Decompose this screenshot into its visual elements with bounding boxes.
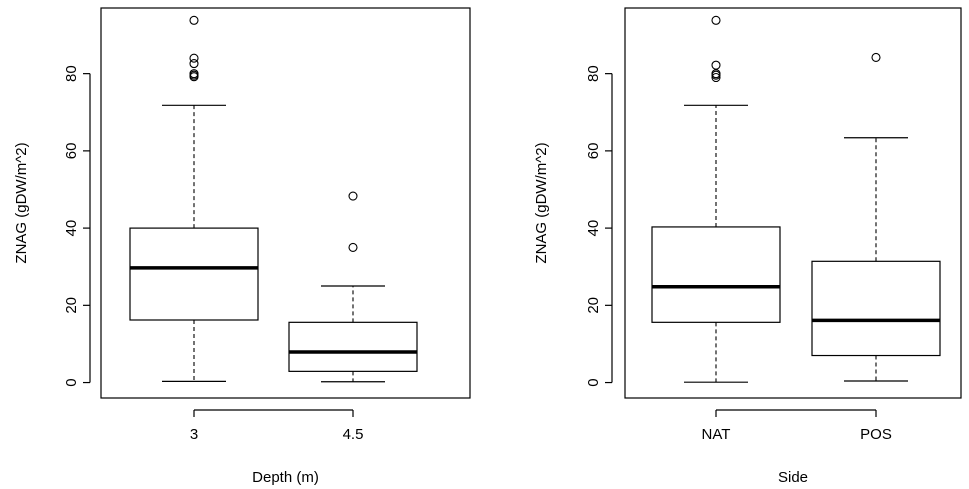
box-POS [811,52,941,382]
y-axis-label: ZNAG (gDW/m^2) [13,142,30,263]
side-boxplot-panel: Side ZNAG (gDW/m^2) 0 20 40 60 80 NAT POS [533,7,962,486]
y-tick-label: 60 [63,143,80,160]
y-tick-label: 40 [63,220,80,237]
outlier-point [871,52,881,62]
interquartile-box [811,260,941,357]
outlier-point [189,69,199,79]
y-tick-label: 60 [585,143,602,160]
box-NAT [651,15,781,383]
x-tick-label: NAT [702,426,731,443]
depth-boxplot-panel: Depth (m) ZNAG (gDW/m^2) 0 20 40 60 80 3 4.5 [13,7,471,486]
x-tick-label: 4.5 [343,426,364,443]
outlier-point [711,15,721,25]
y-tick-label: 0 [63,378,80,386]
outlier-point [348,191,358,201]
box-4.5 [288,191,418,383]
x-tick-label: POS [860,426,892,443]
x-tick-label: 3 [190,426,198,443]
interquartile-box [288,321,418,372]
y-tick-label: 40 [585,220,602,237]
box-3 [129,15,259,382]
y-tick-label: 20 [63,297,80,314]
interquartile-box [129,227,259,321]
outlier-point [189,15,199,25]
interquartile-box [651,226,781,323]
y-tick-label: 80 [63,65,80,82]
y-tick-label: 0 [585,378,602,386]
y-axis-label: ZNAG (gDW/m^2) [533,142,550,263]
outlier-point [348,242,358,252]
x-axis-label: Depth (m) [252,469,319,486]
x-axis-label: Side [778,469,808,486]
plot-frame [624,7,962,399]
y-tick-label: 20 [585,297,602,314]
outlier-point [189,59,199,69]
outlier-point [711,60,721,70]
outlier-point [711,72,721,83]
outlier-point [189,53,199,63]
y-tick-label: 80 [585,65,602,82]
plot-frame [100,7,471,399]
